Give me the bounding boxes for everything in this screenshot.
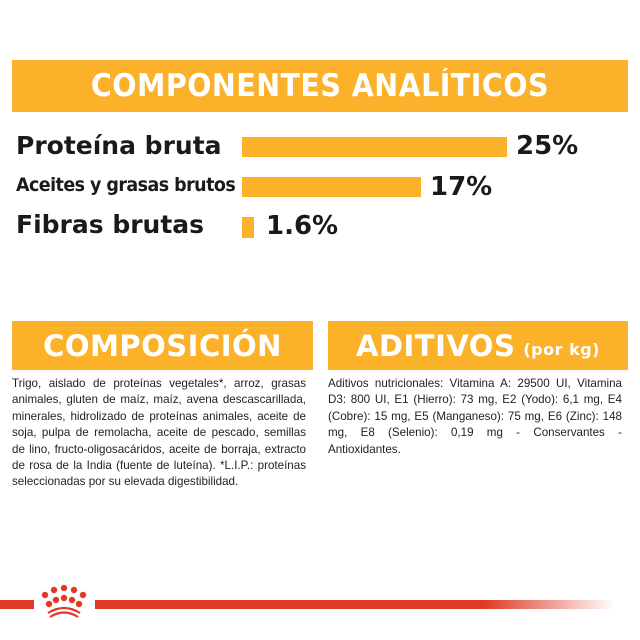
additives-subtitle: (por kg)	[523, 340, 600, 359]
component-label: Aceites y grasas brutos	[16, 174, 236, 196]
component-value: 17%	[430, 172, 493, 202]
component-label: Proteína bruta	[16, 131, 222, 160]
fats-bar	[242, 177, 421, 197]
protein-bar	[242, 137, 507, 157]
components-title: COMPONENTES ANALÍTICOS	[90, 68, 550, 104]
component-value: 25%	[516, 131, 579, 161]
component-label: Fibras brutas	[16, 210, 205, 239]
components-header: COMPONENTES ANALÍTICOS	[12, 60, 628, 112]
footer-line-left	[0, 600, 34, 609]
footer-line-right	[95, 600, 615, 609]
composition-header: COMPOSICIÓN	[12, 321, 313, 370]
additives-header: ADITIVOS (por kg)	[328, 321, 628, 370]
fiber-bar	[242, 217, 254, 238]
royal-canin-crown-icon	[41, 584, 87, 618]
additives-title: ADITIVOS	[356, 328, 516, 363]
composition-text: Trigo, aislado de proteínas vegetales*, …	[12, 377, 306, 489]
composition-title: COMPOSICIÓN	[43, 328, 282, 363]
additives-text: Aditivos nutricionales: Vitamina A: 2950…	[328, 377, 622, 456]
component-value: 1.6%	[266, 211, 339, 241]
